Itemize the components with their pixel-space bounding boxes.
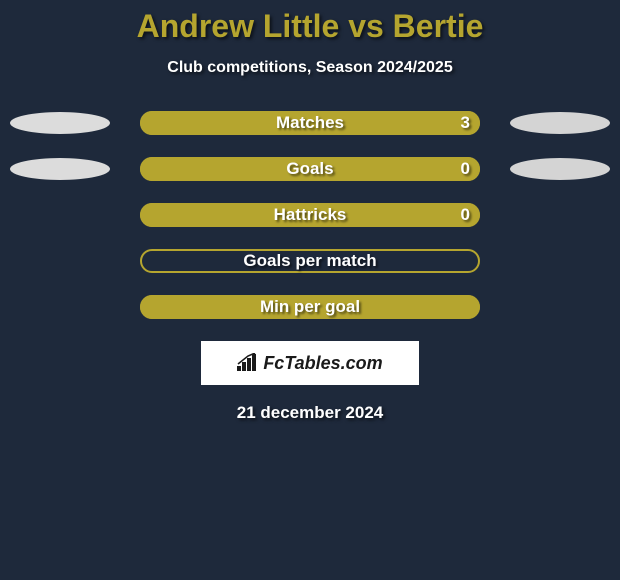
page-title: Andrew Little vs Bertie: [0, 8, 620, 45]
stat-bar: Min per goal: [140, 295, 480, 319]
date-line: 21 december 2024: [0, 403, 620, 423]
bar-chart-icon: [237, 353, 259, 373]
spacer: [10, 204, 110, 226]
subtitle: Club competitions, Season 2024/2025: [0, 59, 620, 77]
stat-bar: Matches3: [140, 111, 480, 135]
stat-bar: Goals0: [140, 157, 480, 181]
spacer: [510, 250, 610, 272]
stat-value-right: 0: [461, 157, 470, 181]
stat-row: Hattricks0: [0, 203, 620, 227]
stat-value-right: 3: [461, 111, 470, 135]
stat-row: Goals per match: [0, 249, 620, 273]
stat-row: Min per goal: [0, 295, 620, 319]
stat-label: Goals: [140, 157, 480, 181]
player-left-marker: [10, 112, 110, 134]
player-right-marker: [510, 158, 610, 180]
stat-bar: Goals per match: [140, 249, 480, 273]
player-left-marker: [10, 158, 110, 180]
stat-value-right: 0: [461, 203, 470, 227]
stat-label: Matches: [140, 111, 480, 135]
stats-rows: Matches3Goals0Hattricks0Goals per matchM…: [0, 111, 620, 319]
spacer: [10, 250, 110, 272]
stat-label: Goals per match: [140, 249, 480, 273]
stat-row: Matches3: [0, 111, 620, 135]
stat-bar: Hattricks0: [140, 203, 480, 227]
spacer: [510, 296, 610, 318]
stat-label: Hattricks: [140, 203, 480, 227]
comparison-widget: Andrew Little vs Bertie Club competition…: [0, 0, 620, 423]
stat-row: Goals0: [0, 157, 620, 181]
brand-badge[interactable]: FcTables.com: [201, 341, 419, 385]
stat-label: Min per goal: [140, 295, 480, 319]
brand-text: FcTables.com: [263, 353, 382, 374]
spacer: [10, 296, 110, 318]
spacer: [510, 204, 610, 226]
player-right-marker: [510, 112, 610, 134]
